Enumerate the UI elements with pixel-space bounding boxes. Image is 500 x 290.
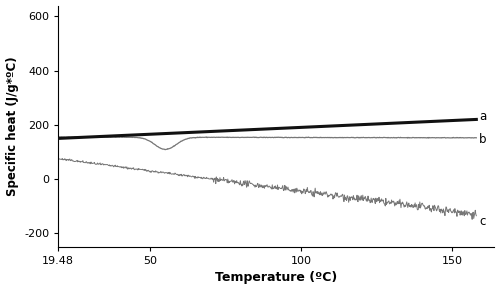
Y-axis label: Specific heat (J/g*ºC): Specific heat (J/g*ºC) [6,56,18,196]
Text: a: a [480,110,486,123]
X-axis label: Temperature (ºC): Temperature (ºC) [215,271,338,284]
Text: b: b [480,133,487,146]
Text: c: c [480,215,486,228]
